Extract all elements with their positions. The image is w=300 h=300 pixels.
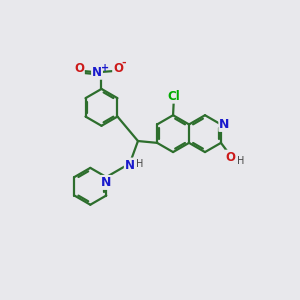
Text: O: O (74, 62, 84, 75)
Text: N: N (125, 158, 135, 172)
Text: N: N (219, 118, 230, 131)
Text: -: - (122, 58, 126, 68)
Text: O: O (226, 151, 236, 164)
Text: N: N (92, 66, 102, 79)
Text: Cl: Cl (167, 90, 180, 103)
Text: O: O (113, 62, 123, 75)
Text: +: + (101, 63, 110, 73)
Text: H: H (238, 156, 245, 166)
Text: H: H (136, 158, 143, 169)
Text: N: N (101, 176, 112, 189)
